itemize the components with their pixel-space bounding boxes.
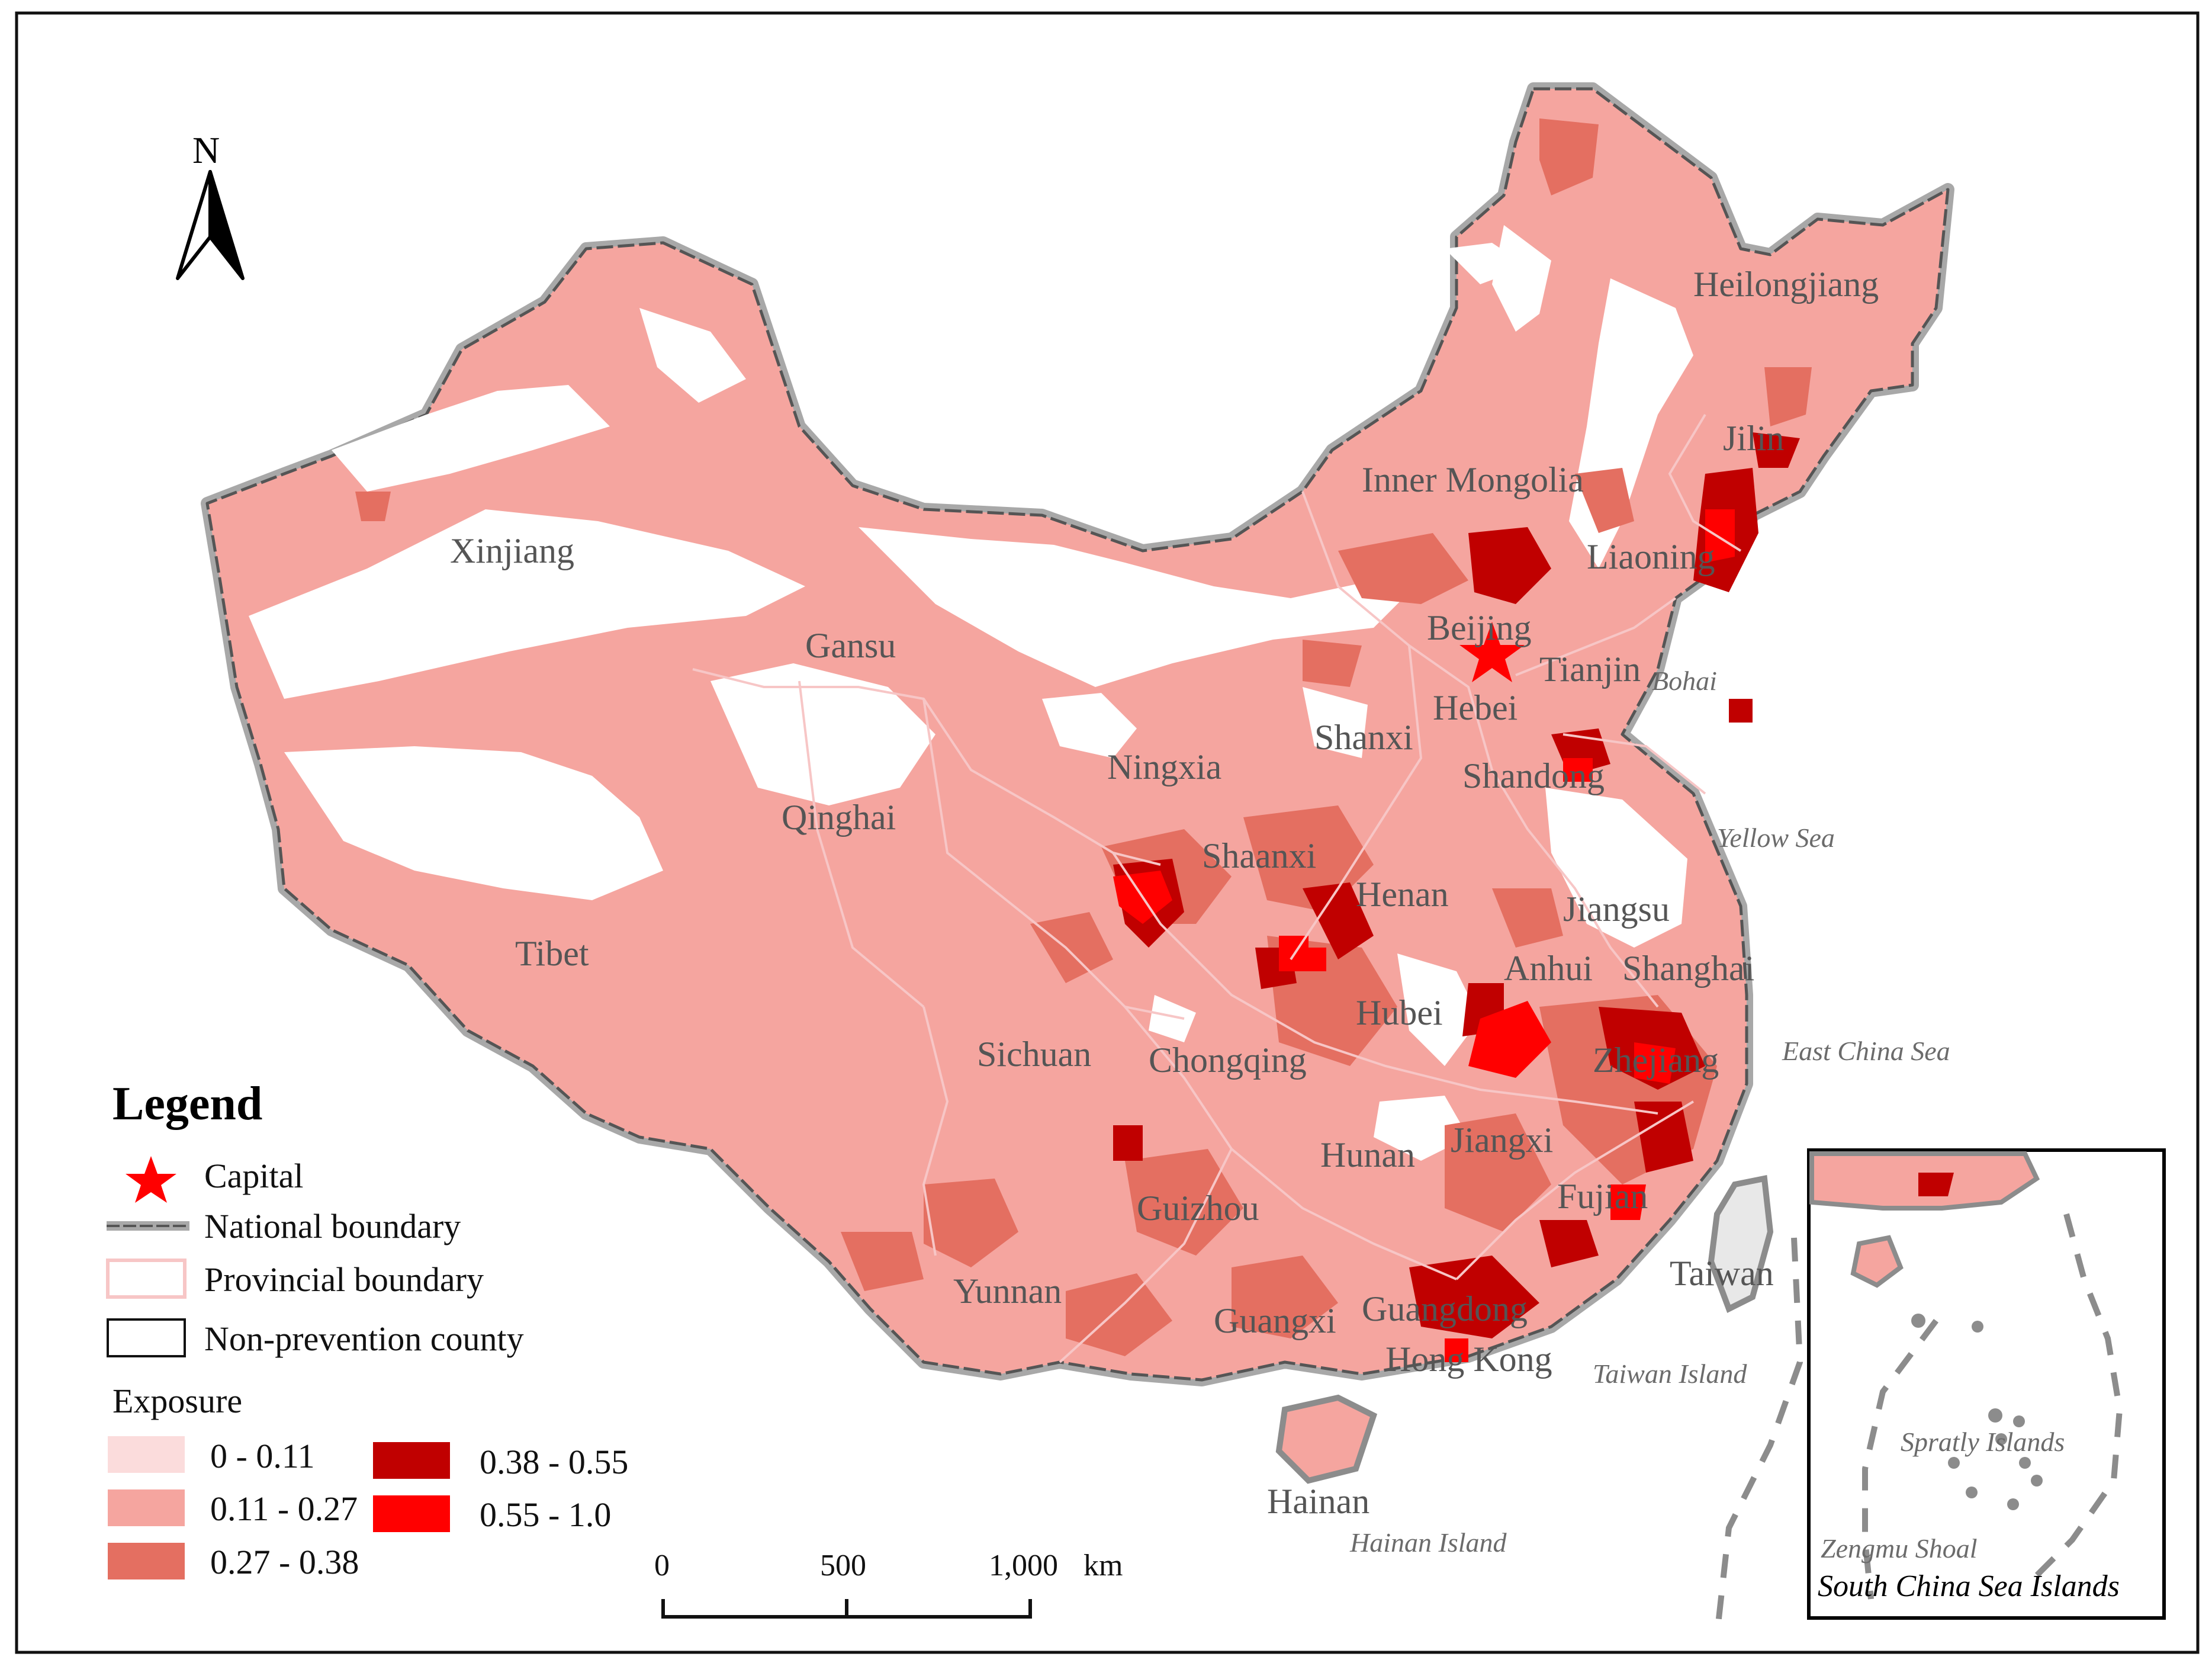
label-hunan: Hunan <box>1320 1135 1415 1174</box>
label-liaoning: Liaoning <box>1587 537 1715 576</box>
label-xinjiang: Xinjiang <box>450 531 574 570</box>
exposure-swatch-4 <box>373 1442 450 1479</box>
province-labels: Xinjiang Gansu Qinghai Tibet Inner Mongo… <box>450 265 1879 1521</box>
label-shanghai: Shanghai <box>1622 949 1754 988</box>
label-sichuan: Sichuan <box>977 1035 1091 1074</box>
label-ningxia: Ningxia <box>1107 747 1221 786</box>
provincial-boundary-swatch <box>106 1259 187 1299</box>
exposure-class-4-label: 0.38 - 0.55 <box>480 1443 628 1481</box>
scale-tick-0: 0 <box>654 1549 670 1582</box>
sea-labels: Bohai Yellow Sea East China Sea Taiwan I… <box>1349 666 1950 1558</box>
label-jiangxi: Jiangxi <box>1451 1121 1553 1160</box>
label-guizhou: Guizhou <box>1137 1189 1259 1228</box>
label-inner-mongolia: Inner Mongolia <box>1362 460 1584 499</box>
label-zengmu-shoal: Zengmu Shoal <box>1821 1533 1978 1564</box>
label-shandong: Shandong <box>1462 756 1605 795</box>
label-shanxi: Shanxi <box>1314 718 1413 757</box>
scale-bar: 0 500 1,000 km <box>654 1549 1123 1619</box>
label-gansu: Gansu <box>805 626 896 665</box>
legend-exposure-title: Exposure <box>112 1382 242 1420</box>
label-fujian: Fujian <box>1557 1177 1648 1216</box>
north-arrow: N <box>176 129 245 280</box>
exposure-swatch-2 <box>108 1489 185 1526</box>
label-guangxi: Guangxi <box>1214 1301 1336 1340</box>
label-shaanxi: Shaanxi <box>1202 836 1316 875</box>
label-anhui: Anhui <box>1504 949 1593 988</box>
label-qinghai: Qinghai <box>782 798 896 837</box>
label-tianjin: Tianjin <box>1539 650 1641 689</box>
label-beijing: Beijing <box>1427 608 1532 647</box>
exposure-class-5-label: 0.55 - 1.0 <box>480 1495 611 1534</box>
label-yellow-sea: Yellow Sea <box>1717 823 1835 853</box>
label-hong-kong: Hong Kong <box>1385 1340 1552 1379</box>
label-heilongjiang: Heilongjiang <box>1693 265 1879 304</box>
capital-star-icon <box>126 1156 176 1203</box>
legend-non-prevention-label: Non-prevention county <box>204 1320 524 1358</box>
exposure-class-2-label: 0.11 - 0.27 <box>210 1489 358 1528</box>
south-china-sea-inset: Spratly Islands Zengmu Shoal South China… <box>1807 1148 2166 1620</box>
capital-star-beijing <box>1459 622 1525 682</box>
exposure-swatch-3 <box>108 1543 185 1579</box>
label-jilin: Jilin <box>1723 419 1784 458</box>
legend-provincial-boundary-label: Provincial boundary <box>204 1260 484 1299</box>
label-east-china-sea: East China Sea <box>1782 1036 1950 1066</box>
label-hainan-island: Hainan Island <box>1349 1527 1507 1558</box>
label-jiangsu: Jiangsu <box>1563 890 1670 929</box>
north-arrow-label: N <box>192 129 220 171</box>
exposure-class-1-label: 0 - 0.11 <box>210 1437 315 1475</box>
legend: Legend Capital National boundary Provinc… <box>106 1078 628 1581</box>
taiwan-island <box>1708 1175 1774 1313</box>
label-zhejiang: Zhejiang <box>1593 1041 1719 1080</box>
scale-tick-500: 500 <box>820 1549 866 1582</box>
label-hainan: Hainan <box>1267 1482 1369 1521</box>
label-taiwan-island: Taiwan Island <box>1593 1359 1747 1389</box>
label-tibet: Tibet <box>515 934 589 973</box>
legend-national-boundary-label: National boundary <box>204 1207 461 1245</box>
maritime-boundary-lines <box>1714 1237 1803 1635</box>
label-guangdong: Guangdong <box>1362 1289 1528 1328</box>
scale-unit: km <box>1084 1549 1123 1582</box>
scale-tick-1000: 1,000 <box>989 1549 1058 1582</box>
label-henan: Henan <box>1356 875 1449 914</box>
label-bohai: Bohai <box>1652 666 1717 696</box>
hainan-island <box>1275 1394 1378 1484</box>
label-hebei: Hebei <box>1433 688 1517 727</box>
legend-title: Legend <box>112 1078 262 1130</box>
label-taiwan: Taiwan <box>1670 1254 1774 1293</box>
label-spratly-islands: Spratly Islands <box>1901 1427 2065 1457</box>
legend-capital-label: Capital <box>204 1157 304 1195</box>
non-prevention-swatch <box>107 1318 186 1357</box>
label-chongqing: Chongqing <box>1149 1041 1307 1080</box>
exposure-swatch-5 <box>373 1495 450 1532</box>
inset-title: South China Sea Islands <box>1818 1569 2120 1603</box>
label-yunnan: Yunnan <box>953 1272 1062 1311</box>
exposure-swatch-1 <box>108 1436 185 1473</box>
label-hubei: Hubei <box>1356 993 1443 1032</box>
exposure-class-3-label: 0.27 - 0.38 <box>210 1543 359 1581</box>
provincial-boundaries <box>692 413 1742 1363</box>
